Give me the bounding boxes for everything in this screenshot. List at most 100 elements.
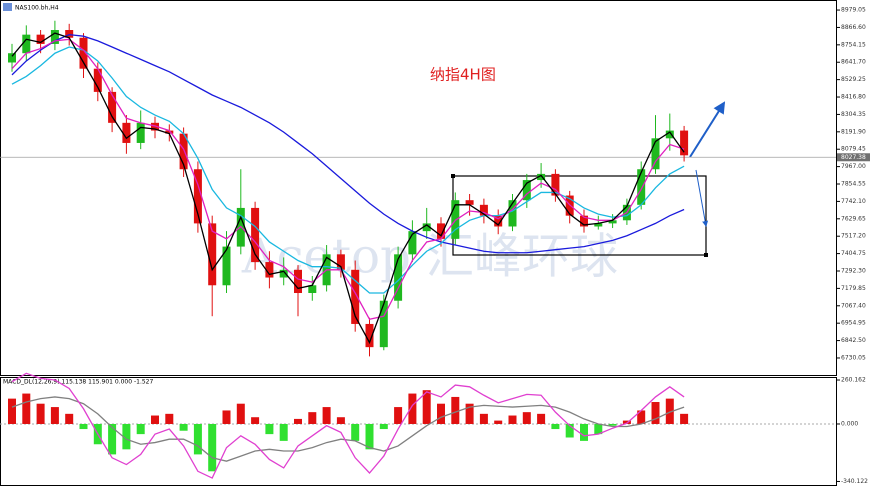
candle-body (394, 254, 403, 301)
macd-bar (565, 423, 574, 438)
indicator-line (11, 32, 685, 345)
indicator-line (11, 396, 685, 462)
candle-body (208, 223, 217, 286)
symbol-icon (3, 3, 12, 11)
y-tick-label: 8416.80 (841, 94, 866, 101)
candle-body (408, 231, 417, 255)
candle-body (336, 254, 345, 270)
y-tick-label: 6954.95 (841, 320, 866, 327)
macd-bar (151, 415, 159, 424)
candle-body (36, 34, 45, 44)
macd-bar (508, 415, 517, 424)
candle-body (437, 223, 445, 239)
last-price-label: 8027.38 (841, 154, 866, 161)
y-tick-label: 8866.60 (841, 24, 866, 31)
candle-body (508, 200, 517, 227)
macd-bar (79, 423, 88, 430)
y-tick-label: 8979.05 (841, 7, 866, 14)
macd-bar (165, 413, 174, 424)
candle-body (122, 122, 131, 143)
y-tick-label: 7179.85 (841, 285, 866, 292)
candle-body (65, 30, 74, 38)
candle-body (665, 130, 674, 139)
macd-bar (479, 413, 488, 424)
y-tick-label: 7967.00 (841, 163, 866, 170)
macd-bar (465, 403, 474, 424)
macd-bar (594, 423, 603, 435)
candle-body (379, 300, 388, 348)
box-handle (704, 253, 708, 257)
candle-body (151, 122, 159, 131)
candle-body (136, 122, 145, 143)
macd-label: MACD_DL(12,26,9) 115.138 115.901 0.000 -… (3, 379, 153, 386)
y-tick-label: 7517.20 (841, 233, 866, 240)
candle-body (165, 130, 174, 134)
macd-bar (236, 403, 245, 424)
macd-bar (122, 423, 131, 450)
macd-bar (365, 423, 374, 450)
macd-bar (251, 417, 260, 424)
candle-body (8, 53, 16, 63)
candle-body (294, 269, 302, 294)
up-arrow (689, 101, 726, 158)
candle-body (537, 173, 546, 181)
candle-body (93, 68, 102, 92)
macd-bar (637, 410, 646, 424)
y-tick-label: 8529.25 (841, 76, 866, 83)
y-tick-label: 6842.50 (841, 337, 866, 344)
candle-body (494, 215, 503, 227)
macd-bar (537, 413, 546, 424)
macd-bar (551, 423, 560, 430)
macd-bar (608, 423, 617, 426)
macd-bar (422, 390, 431, 424)
macd-bar (665, 398, 674, 424)
macd-bar (651, 402, 660, 424)
y-tick-label: 8304.35 (841, 111, 866, 118)
y-tick-label: 7854.55 (841, 181, 866, 188)
candle-body (479, 204, 488, 216)
y-tick-label: 7742.10 (841, 198, 866, 205)
macd-bar (379, 423, 388, 430)
y-tick-label: 8079.45 (841, 146, 866, 153)
candle-body (308, 285, 317, 294)
macd-bar (308, 412, 317, 424)
macd-bar (108, 423, 117, 455)
macd-bar (265, 423, 274, 435)
macd-bar (22, 393, 31, 424)
candle-body (108, 91, 117, 123)
macd-bar (208, 423, 217, 472)
indicator-line (11, 33, 685, 254)
y-tick-label: 8191.90 (841, 128, 866, 135)
chart-title: 纳指4H图 (430, 66, 496, 84)
macd-bar (294, 418, 302, 424)
macd-frame (0, 377, 837, 486)
y-tick-label: 8754.15 (841, 41, 866, 48)
candle-body (251, 207, 260, 263)
candle-body (222, 246, 231, 286)
macd-bar (680, 413, 689, 424)
candle-body (422, 223, 431, 232)
candle-body (594, 223, 603, 227)
candle-body (279, 269, 288, 278)
candle-body (551, 173, 560, 196)
macd-bar (179, 423, 188, 431)
macd-bar (437, 403, 445, 424)
symbol-label: NAS100.bh,H4 (15, 5, 59, 12)
main-frame (0, 0, 837, 376)
macd-bar (408, 393, 417, 424)
macd-bar (580, 423, 588, 441)
macd-bar (336, 417, 345, 424)
candle-body (637, 169, 646, 205)
candle-body (680, 130, 689, 156)
box-handle (451, 174, 455, 178)
macd-bar (451, 396, 460, 424)
macd-bar (494, 420, 503, 424)
macd-bar (279, 423, 288, 441)
macd-bar (136, 423, 145, 435)
macd-bar (222, 410, 231, 424)
macd-bar (322, 407, 331, 424)
down-arrow (695, 169, 709, 227)
candle-body (580, 215, 588, 227)
